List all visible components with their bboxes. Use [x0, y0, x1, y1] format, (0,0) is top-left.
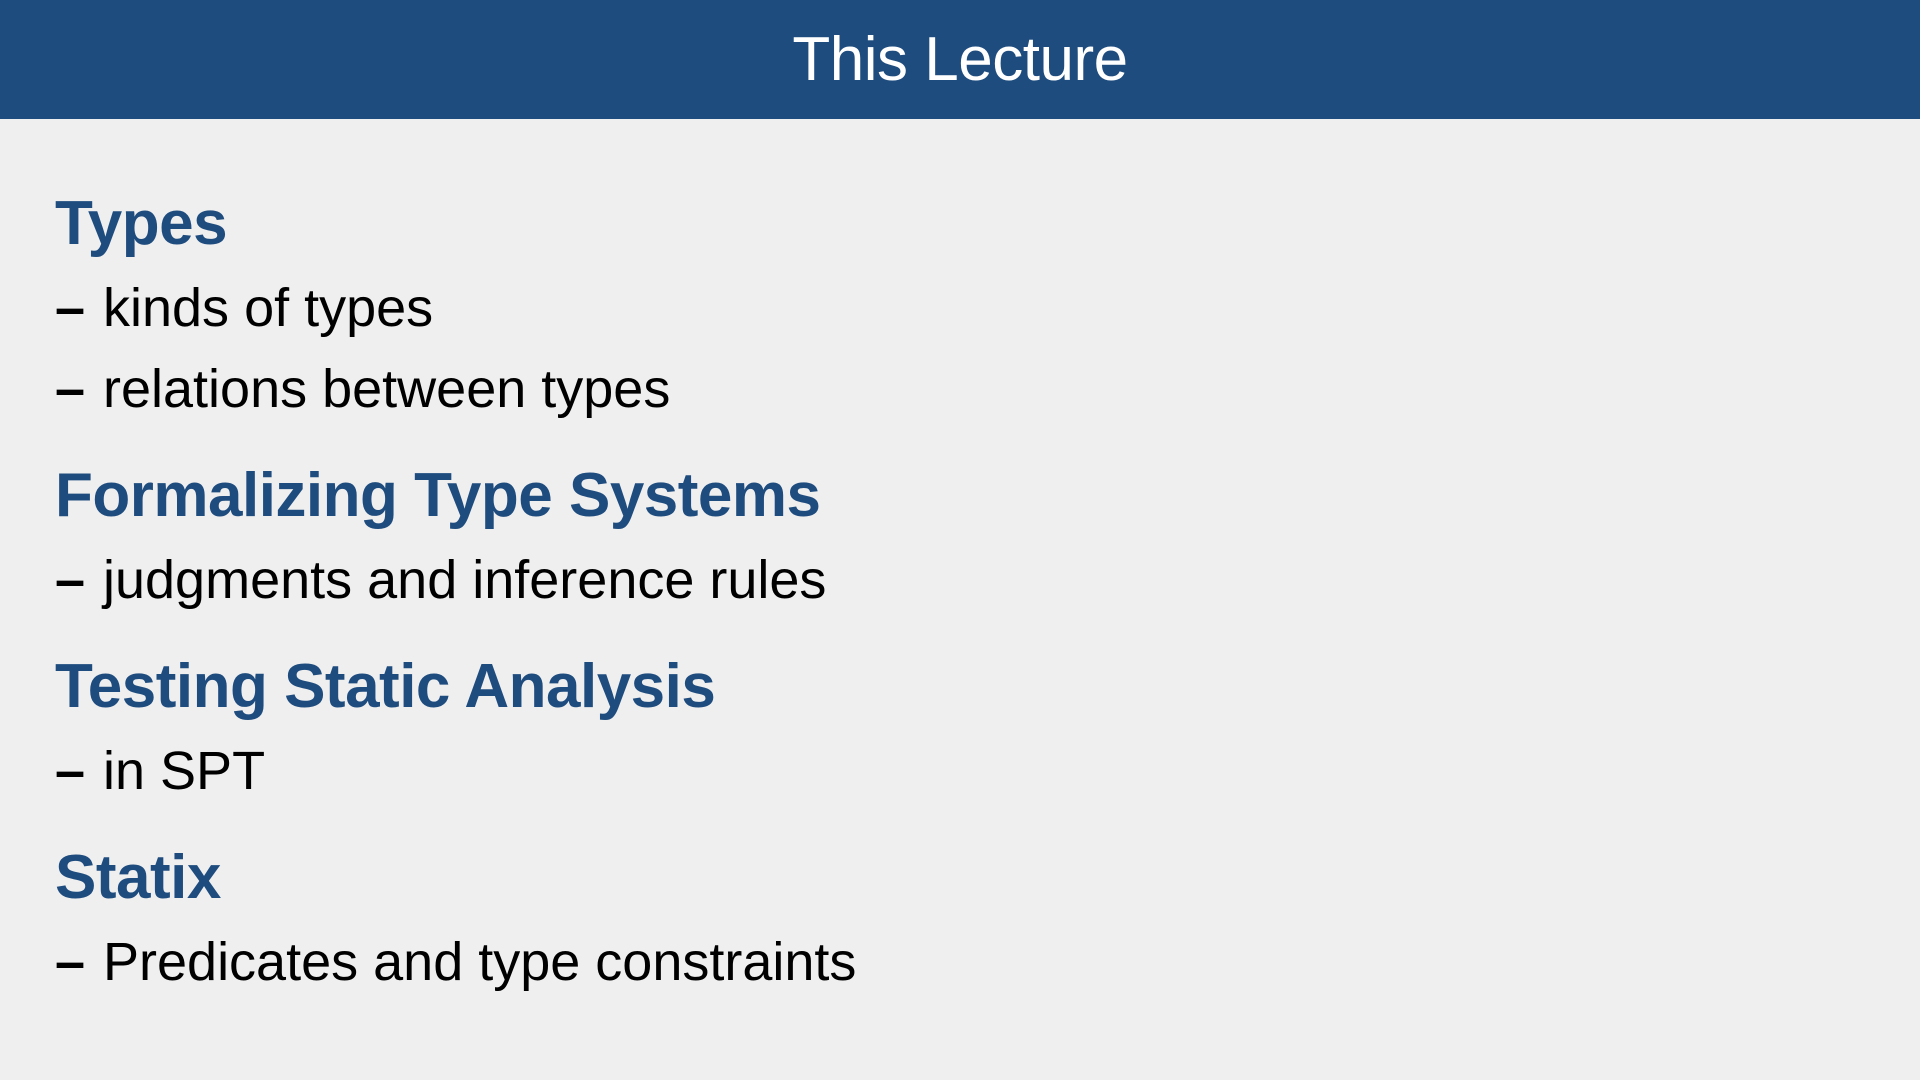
bullet-list: – in SPT	[55, 731, 1855, 812]
section-heading: Types	[55, 189, 228, 258]
section-heading: Statix	[55, 843, 221, 912]
section-statix: Statix – Predicates and type constraints	[55, 834, 1855, 1003]
bullet-marker: –	[55, 550, 86, 610]
bullet-list: – Predicates and type constraints	[55, 922, 1855, 1003]
slide-title: This Lecture	[792, 24, 1128, 94]
section-types: Types – kinds of types – relations betwe…	[55, 180, 1855, 430]
slide-header: This Lecture	[0, 0, 1920, 119]
bullet-text: Predicates and type constraints	[103, 932, 857, 992]
bullet-item: – relations between types	[55, 349, 1855, 430]
bullet-list: – kinds of types – relations between typ…	[55, 268, 1855, 430]
bullet-item: – Predicates and type constraints	[55, 922, 1855, 1003]
section-heading: Formalizing Type Systems	[55, 461, 821, 530]
bullet-text: relations between types	[103, 359, 671, 419]
bullet-text: kinds of types	[103, 278, 434, 338]
bullet-marker: –	[55, 359, 86, 419]
bullet-text: judgments and inference rules	[103, 550, 827, 610]
bullet-marker: –	[55, 741, 86, 801]
bullet-item: – kinds of types	[55, 268, 1855, 349]
bullet-list: – judgments and inference rules	[55, 540, 1855, 621]
bullet-item: – judgments and inference rules	[55, 540, 1855, 621]
slide-content: Types – kinds of types – relations betwe…	[55, 180, 1855, 1025]
bullet-marker: –	[55, 932, 86, 992]
bullet-item: – in SPT	[55, 731, 1855, 812]
section-heading: Testing Static Analysis	[55, 652, 716, 721]
bullet-marker: –	[55, 278, 86, 338]
section-testing-static-analysis: Testing Static Analysis – in SPT	[55, 643, 1855, 812]
section-formalizing-type-systems: Formalizing Type Systems – judgments and…	[55, 452, 1855, 621]
bullet-text: in SPT	[103, 741, 266, 801]
